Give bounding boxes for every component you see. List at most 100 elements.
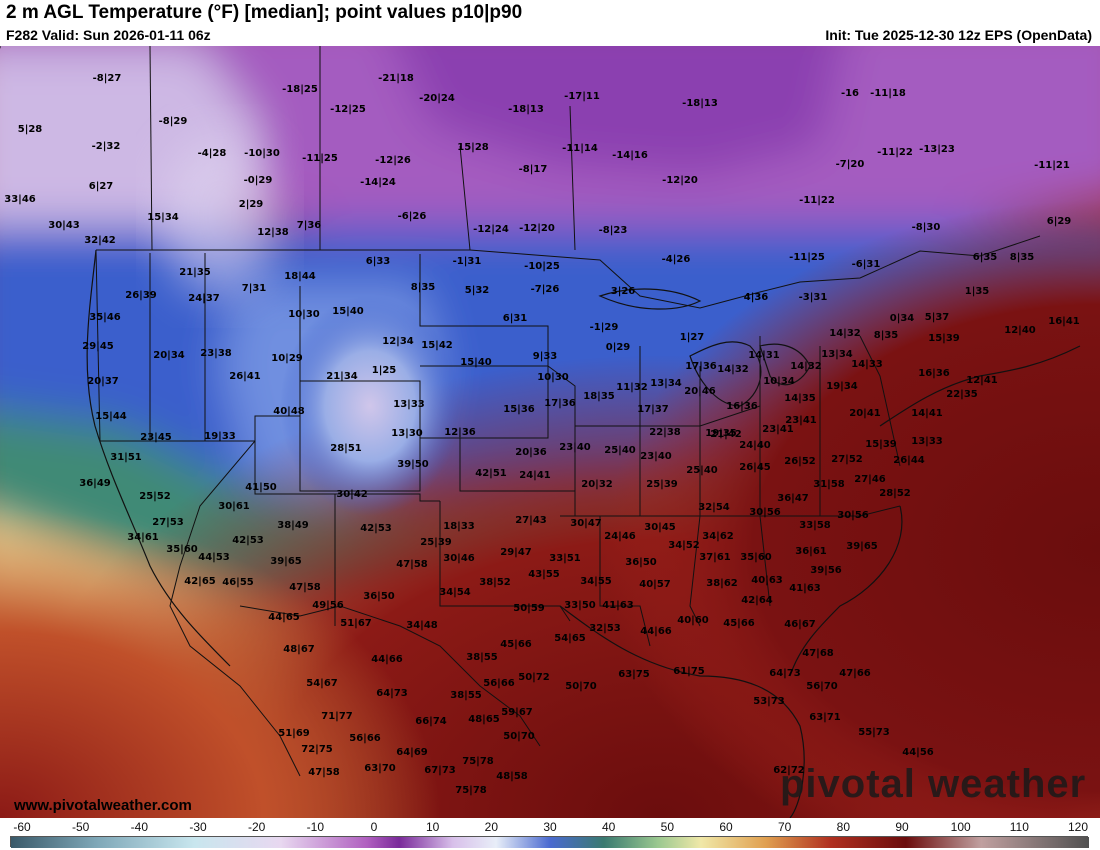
point-value-label: 30|61 <box>218 501 250 512</box>
point-value-label: 38|52 <box>479 577 511 588</box>
point-value-label: 36|47 <box>777 493 809 504</box>
point-value-label: 62|72 <box>773 765 805 776</box>
point-value-label: 23|38 <box>200 348 232 359</box>
point-value-label: 12|34 <box>382 336 414 347</box>
point-value-label: 49|56 <box>312 600 344 611</box>
point-value-label: 28|52 <box>879 488 911 499</box>
point-value-label: 15|36 <box>503 404 535 415</box>
point-value-label: 21|35 <box>179 267 211 278</box>
point-value-label: -20|24 <box>419 93 455 104</box>
point-value-label: 40|63 <box>751 575 783 586</box>
point-value-label: 34|55 <box>580 576 612 587</box>
point-value-label: 26|41 <box>229 371 261 382</box>
point-value-label: 13|34 <box>821 349 853 360</box>
point-value-label: 6|33 <box>366 256 391 267</box>
site-url[interactable]: www.pivotalweather.com <box>14 797 192 814</box>
point-value-label: 13|33 <box>393 399 425 410</box>
point-value-label: 31|51 <box>110 452 142 463</box>
point-value-label: 23|40 <box>559 442 591 453</box>
point-value-label: 48|67 <box>283 644 315 655</box>
point-value-label: 24|46 <box>604 531 636 542</box>
colorbar-tick-label: 10 <box>425 820 440 834</box>
point-value-label: 1|25 <box>372 365 397 376</box>
point-value-label: 23|45 <box>140 432 172 443</box>
colorbar-tick-label: 120 <box>1067 820 1089 834</box>
point-value-label: 54|65 <box>554 633 586 644</box>
point-value-label: 25|40 <box>604 445 636 456</box>
point-value-label: 13|34 <box>650 378 682 389</box>
point-value-label: -6|31 <box>852 259 881 270</box>
point-value-label: -7|26 <box>531 284 560 295</box>
point-value-label: 64|73 <box>376 688 408 699</box>
point-value-label: 17|37 <box>637 404 669 415</box>
point-value-label: 40|48 <box>273 406 305 417</box>
colorbar-tick-label: 30 <box>543 820 557 834</box>
colorbar-tick-label: 80 <box>836 820 851 834</box>
colorbar-tick-label: 40 <box>601 820 616 834</box>
point-value-label: 19|33 <box>204 431 236 442</box>
point-value-label: -11|21 <box>1034 160 1070 171</box>
point-value-label: 25|40 <box>686 465 718 476</box>
point-value-label: 20|46 <box>684 386 716 397</box>
point-value-label: 55|73 <box>858 727 890 738</box>
point-value-label: 24|37 <box>188 293 220 304</box>
point-value-label: 15|42 <box>421 340 453 351</box>
point-value-label: -3|31 <box>799 292 828 303</box>
point-value-label: 71|77 <box>321 711 353 722</box>
point-value-label: 26|52 <box>784 456 816 467</box>
point-value-label: 42|64 <box>741 595 773 606</box>
point-value-label: 23|41 <box>762 424 794 435</box>
point-value-label: 6|27 <box>89 181 114 192</box>
point-value-label: 14|33 <box>851 359 883 370</box>
point-value-label: 15|39 <box>865 439 897 450</box>
point-value-label: 12|38 <box>257 227 289 238</box>
point-value-label: 33|58 <box>799 520 831 531</box>
point-value-label: 6|31 <box>503 313 528 324</box>
point-value-label: 16|36 <box>726 401 758 412</box>
point-value-label: -12|20 <box>662 175 698 186</box>
point-value-label: 6|35 <box>973 252 998 263</box>
point-value-label: 20|41 <box>849 408 881 419</box>
point-value-label: 5|28 <box>18 124 43 135</box>
colorbar-tick-label: -40 <box>130 820 148 834</box>
point-value-label: 72|75 <box>301 744 333 755</box>
point-value-label: -14|24 <box>360 177 396 188</box>
point-value-label: -18|13 <box>682 98 718 109</box>
point-value-label: 38|62 <box>706 578 738 589</box>
point-value-label: 56|66 <box>349 733 381 744</box>
point-value-label: 2|29 <box>239 199 264 210</box>
point-value-label: -4|26 <box>662 254 691 265</box>
point-value-label: 10|30 <box>537 372 569 383</box>
point-value-label: 30|45 <box>644 522 676 533</box>
point-value-label: 44|53 <box>198 552 230 563</box>
point-value-label: -21|18 <box>378 73 414 84</box>
point-value-label: 64|73 <box>769 668 801 679</box>
point-value-label: 21|42 <box>710 429 742 440</box>
point-value-label: 21|34 <box>326 371 358 382</box>
point-value-label: 36|49 <box>79 478 111 489</box>
point-value-label: 64|69 <box>396 747 428 758</box>
point-value-label: 12|36 <box>444 427 476 438</box>
point-value-label: 75|78 <box>462 756 494 767</box>
point-value-label: 13|30 <box>391 428 423 439</box>
point-value-label: 1|35 <box>965 286 990 297</box>
point-value-label: 15|40 <box>460 357 492 368</box>
colorbar-tick-label: 110 <box>1009 820 1029 834</box>
point-value-label: 30|42 <box>336 489 368 500</box>
colorbar <box>10 836 1089 848</box>
point-value-label: 36|50 <box>625 557 657 568</box>
point-value-label: 12|40 <box>1004 325 1036 336</box>
point-value-label: 10|30 <box>288 309 320 320</box>
point-value-label: 42|53 <box>232 535 264 546</box>
point-value-label: 15|44 <box>95 411 127 422</box>
point-value-label: 46|55 <box>222 577 254 588</box>
point-value-label: 38|49 <box>277 520 309 531</box>
point-value-label: -8|30 <box>912 222 941 233</box>
point-value-label: 56|70 <box>806 681 838 692</box>
point-value-label: 7|31 <box>242 283 267 294</box>
point-value-label: 32|42 <box>84 235 116 246</box>
point-value-label: 47|58 <box>289 582 321 593</box>
point-value-label: 44|66 <box>640 626 672 637</box>
temperature-map[interactable]: -8|27 -18|25 -21|18 -20|24 -18|13 -17|11 -18|1… <box>0 46 1100 818</box>
point-value-label: 50|70 <box>565 681 597 692</box>
